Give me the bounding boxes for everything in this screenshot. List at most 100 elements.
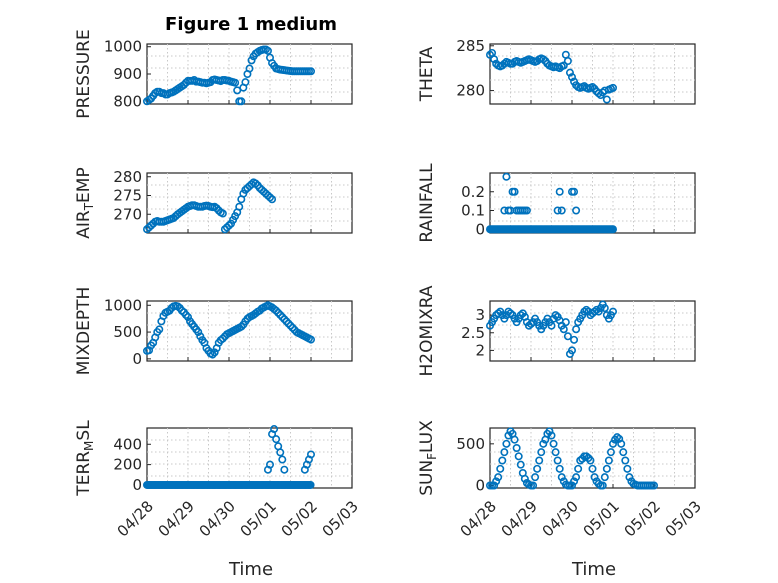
data-point xyxy=(559,325,568,334)
data-point xyxy=(276,448,285,457)
data-point xyxy=(510,187,519,196)
x-tick-label: 04/29 xyxy=(155,497,198,540)
data-point xyxy=(606,448,615,457)
data-point xyxy=(179,80,188,89)
data-point xyxy=(617,439,626,448)
x-tick-label: 04/30 xyxy=(196,497,239,540)
y-tick-label: 2.5 xyxy=(461,324,485,342)
data-point xyxy=(608,83,617,92)
data-point xyxy=(272,435,281,444)
data-point xyxy=(233,86,242,95)
y-tick-label: 0 xyxy=(475,220,485,238)
x-tick-label: 04/30 xyxy=(539,497,582,540)
data-point xyxy=(520,474,529,483)
x-tick-label: 05/01 xyxy=(580,497,623,540)
y-tick-label: 0.2 xyxy=(461,183,485,201)
data-point xyxy=(586,456,595,465)
data-point xyxy=(582,305,591,314)
x-tick-label: 04/29 xyxy=(498,497,541,540)
data-point xyxy=(278,313,287,322)
data-point xyxy=(588,464,597,473)
data-point xyxy=(608,439,617,448)
x-axis-label-right: Time xyxy=(571,559,616,580)
data-point xyxy=(268,195,277,204)
data-point xyxy=(241,78,250,87)
x-tick-label: 05/02 xyxy=(278,497,321,540)
data-point xyxy=(284,319,293,328)
data-point xyxy=(619,448,628,457)
y-tick-label: 400 xyxy=(113,435,142,453)
y-tick-label: 3 xyxy=(475,306,485,324)
data-point xyxy=(280,465,289,474)
data-point xyxy=(502,172,511,181)
y-tick-label: 1000 xyxy=(104,296,142,314)
data-point xyxy=(494,473,503,482)
data-point xyxy=(181,310,190,319)
data-point xyxy=(270,425,279,434)
x-axis-label-left: Time xyxy=(228,559,273,580)
data-point xyxy=(265,460,274,469)
y-axis-label: MIXDEPTH xyxy=(74,287,94,376)
data-point xyxy=(529,481,538,490)
data-point xyxy=(559,61,568,70)
data-point xyxy=(490,55,499,64)
data-point xyxy=(510,435,519,444)
h2omixra-panel: 22.53 H2OMIXRA xyxy=(417,285,696,377)
axes-box xyxy=(146,43,353,105)
data-point xyxy=(565,68,574,77)
y-axis-label: TERRMSL xyxy=(74,420,96,497)
data-point xyxy=(288,323,297,332)
data-point xyxy=(263,46,272,55)
data-point xyxy=(280,315,289,324)
data-point xyxy=(621,456,630,465)
data-point xyxy=(570,477,579,486)
y-axis-label: RAINFALL xyxy=(417,163,437,243)
data-point xyxy=(551,311,560,320)
data-point xyxy=(557,473,566,482)
data-point xyxy=(306,335,315,344)
data-point xyxy=(588,82,597,91)
y-tick-label: 500 xyxy=(456,435,485,453)
data-point xyxy=(570,335,579,344)
y-axis-label: H2OMIXRA xyxy=(417,285,437,376)
figure-title: Figure 1 medium xyxy=(165,14,337,35)
data-point xyxy=(570,187,579,196)
y-tick-label: 800 xyxy=(113,92,142,110)
data-point xyxy=(504,431,513,440)
data-point xyxy=(600,304,609,313)
data-point xyxy=(535,456,544,465)
data-point xyxy=(237,97,246,106)
data-point xyxy=(245,64,254,73)
data-point xyxy=(155,325,164,334)
data-point xyxy=(208,350,217,359)
data-point xyxy=(539,439,548,448)
data-point xyxy=(572,473,581,482)
data-point xyxy=(553,206,562,215)
data-point xyxy=(516,460,525,469)
data-point xyxy=(496,464,505,473)
data-point xyxy=(549,439,558,448)
data-point xyxy=(274,308,283,317)
data-point xyxy=(553,456,562,465)
data-point xyxy=(225,221,234,230)
data-point xyxy=(531,473,540,482)
data-point xyxy=(494,309,503,318)
data-point xyxy=(184,313,193,322)
y-tick-label: 275 xyxy=(113,187,142,205)
data-point xyxy=(625,473,634,482)
y-tick-label: 0.1 xyxy=(461,202,485,220)
data-point xyxy=(516,311,525,320)
data-point xyxy=(522,206,531,215)
theta-panel: 280 285 THETA xyxy=(417,37,696,105)
data-point xyxy=(194,328,203,337)
y-axis-label: THETA xyxy=(417,46,437,102)
data-point xyxy=(539,55,548,64)
data-point xyxy=(547,321,556,330)
y-tick-label: 280 xyxy=(456,82,485,100)
data-point xyxy=(500,448,509,457)
data-point xyxy=(286,321,295,330)
data-point xyxy=(533,464,542,473)
data-point xyxy=(492,477,501,486)
